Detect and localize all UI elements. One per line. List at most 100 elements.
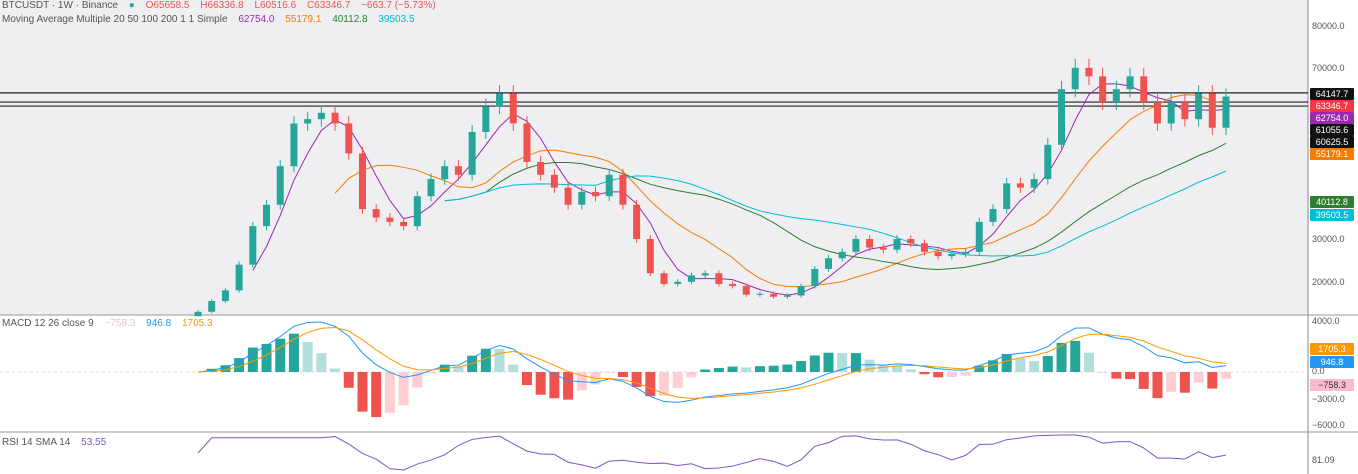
price-tick: 80000.0 — [1312, 21, 1345, 31]
signal-value: 1705.3 — [181, 318, 213, 329]
candle-body — [1085, 67, 1093, 77]
macd-histogram-bar — [220, 365, 231, 372]
ma200-value: 39503.5 — [378, 14, 415, 25]
macd-histogram-bar — [247, 347, 258, 372]
rsi-value: 53.55 — [81, 437, 107, 448]
macd-value: 946.8 — [146, 318, 172, 329]
macd-histogram-bar — [933, 372, 944, 378]
rsi-legend[interactable]: RSI 14 SMA 14 53.55 — [2, 437, 114, 448]
macd-histogram-bar — [1207, 372, 1218, 389]
macd-tick: 4000.0 — [1312, 316, 1340, 326]
macd-hist-value: −758.3 — [104, 318, 136, 329]
price-tag: 63346.7 — [1310, 100, 1354, 112]
symbol-legend: BTCUSDT · 1W · Binance ● O65658.5 H66336… — [2, 0, 444, 11]
candle-body — [345, 123, 353, 154]
candle-body — [372, 209, 380, 218]
macd-histogram-bar — [412, 372, 423, 388]
macd-histogram-bar — [1179, 372, 1190, 393]
candle-body — [975, 221, 983, 252]
macd-histogram-bar — [700, 369, 711, 372]
candle-body — [358, 153, 366, 210]
macd-histogram-bar — [727, 366, 738, 372]
macd-histogram-bar — [343, 372, 354, 388]
price-tick: 20000.0 — [1312, 277, 1345, 287]
macd-histogram-bar — [672, 372, 683, 388]
candle-body — [317, 112, 325, 120]
status-dot: ● — [128, 0, 135, 11]
price-tag: 61055.6 — [1310, 124, 1354, 136]
candle-body — [578, 191, 586, 205]
macd-histogram-bar — [453, 366, 464, 372]
macd-histogram-bar — [357, 372, 368, 412]
macd-histogram-bar — [316, 353, 327, 372]
candle-body — [893, 239, 901, 250]
macd-histogram-bar — [563, 372, 574, 400]
macd-histogram-bar — [1166, 372, 1177, 392]
candle-body — [1112, 89, 1120, 103]
macd-histogram-bar — [782, 364, 793, 372]
candle-body — [783, 295, 791, 297]
macd-histogram-bar — [288, 333, 299, 372]
candle-body — [290, 123, 298, 167]
macd-histogram-bar — [823, 352, 834, 372]
candle-body — [208, 301, 216, 312]
macd-tick: −6000.0 — [1312, 420, 1345, 430]
candle-body — [619, 174, 627, 205]
macd-histogram-bar — [1001, 354, 1012, 372]
macd-histogram-bar — [261, 343, 272, 372]
candle-body — [756, 293, 764, 295]
candle-body — [1222, 96, 1230, 128]
macd-histogram-bar — [426, 372, 437, 374]
macd-histogram-bar — [1111, 372, 1122, 379]
macd-histogram-bar — [398, 372, 409, 406]
ohlc-close: C63346.7 — [306, 0, 351, 11]
candle-body — [1016, 183, 1024, 188]
macd-histogram-bar — [946, 372, 957, 378]
macd-histogram-bar — [330, 368, 341, 372]
macd-histogram-bar — [741, 367, 752, 372]
candle-body — [1126, 76, 1134, 90]
macd-tick: 0.0 — [1312, 366, 1325, 376]
candle-body — [989, 209, 997, 222]
ohlc-high: H66336.8 — [200, 0, 244, 11]
candle-body — [276, 166, 284, 205]
candle-body — [331, 112, 339, 124]
candle-body — [1153, 102, 1161, 124]
macd-histogram-bar — [864, 359, 875, 372]
ohlc-open: O65658.5 — [145, 0, 190, 11]
macd-histogram-bar — [796, 361, 807, 372]
macd-histogram-bar — [837, 353, 848, 372]
macd-legend[interactable]: MACD 12 26 close 9 −758.3 946.8 1705.3 — [2, 318, 221, 329]
candle-body — [441, 166, 449, 180]
macd-histogram-bar — [713, 368, 724, 372]
macd-histogram-bar — [1083, 352, 1094, 372]
candle-body — [1181, 102, 1189, 120]
candle-body — [496, 93, 504, 107]
macd-histogram-bar — [659, 372, 670, 396]
candle-body — [468, 132, 476, 175]
price-tag: 62754.0 — [1310, 112, 1354, 124]
macd-histogram-bar — [905, 369, 916, 372]
macd-histogram-bar — [302, 342, 313, 372]
candle-body — [825, 258, 833, 269]
candle-body — [1208, 93, 1216, 128]
ma20-value: 62754.0 — [238, 14, 275, 25]
macd-histogram-bar — [987, 360, 998, 372]
candle-body — [249, 226, 257, 265]
symbol-title: BTCUSDT · 1W · Binance — [2, 0, 118, 11]
macd-histogram-bar — [1029, 361, 1040, 372]
macd-histogram-bar — [480, 348, 491, 372]
macd-histogram-bar — [1125, 372, 1136, 380]
candle-body — [194, 311, 202, 317]
moving-average-line — [444, 170, 1227, 257]
candle-body — [537, 161, 545, 175]
macd-histogram-bar — [1042, 355, 1053, 372]
candle-body — [235, 264, 243, 291]
candle-body — [591, 191, 599, 197]
macd-histogram-bar — [1015, 358, 1026, 372]
ma-legend[interactable]: Moving Average Multiple 20 50 100 200 1 … — [2, 14, 423, 25]
candle-body — [1030, 179, 1038, 188]
rsi-legend-title: RSI 14 SMA 14 — [2, 437, 71, 448]
price-tag: 55179.1 — [1310, 148, 1354, 160]
